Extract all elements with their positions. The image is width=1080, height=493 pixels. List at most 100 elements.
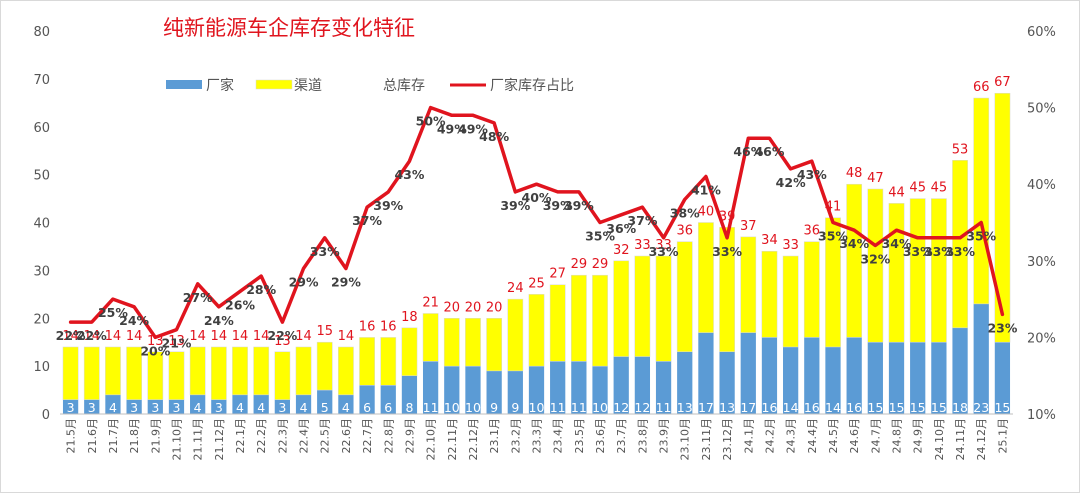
- bar-factory-label: 14: [825, 400, 841, 415]
- bar-factory: [655, 361, 672, 414]
- bar-channel: [422, 313, 439, 362]
- ratio-label: 39%: [373, 198, 403, 213]
- ratio-label: 22%: [56, 328, 86, 343]
- bar-factory: [62, 399, 79, 414]
- x-tick-label: 23.4月: [552, 418, 565, 454]
- bar-factory-label: 12: [613, 400, 629, 415]
- ratio-label: 32%: [860, 251, 890, 266]
- bar-factory: [677, 351, 693, 414]
- ratio-label: 48%: [479, 129, 509, 144]
- bar-factory-label: 10: [465, 400, 481, 415]
- bar-channel: [528, 294, 545, 367]
- y-right-axis: 10% 20% 30% 40% 50% 60%: [1027, 25, 1056, 423]
- bar-channel: [909, 198, 926, 343]
- ratio-label: 25%: [98, 305, 128, 320]
- total-label: 33: [782, 238, 799, 253]
- x-tick-label: 21.12月: [213, 418, 226, 461]
- x-tick-label: 22.5月: [319, 418, 332, 454]
- total-label: 13: [274, 334, 291, 349]
- y-left-tick-label: 70: [33, 73, 50, 88]
- ratio-label: 35%: [966, 229, 996, 244]
- ratio-label: 33%: [903, 244, 933, 259]
- bar-factory-label: 9: [490, 400, 498, 415]
- x-tick-label: 24.7月: [869, 418, 882, 454]
- total-label: 13: [168, 334, 185, 349]
- ratio-label: 22%: [77, 328, 107, 343]
- ratio-label: 35%: [818, 229, 848, 244]
- bar-factory-label: 4: [342, 400, 350, 415]
- total-label: 16: [380, 319, 397, 334]
- total-label: 33: [655, 238, 672, 253]
- bar-factory-label: 15: [867, 400, 883, 415]
- x-tick-label: 22.12月: [467, 418, 480, 461]
- ratio-label: 43%: [394, 167, 424, 182]
- total-label: 37: [740, 219, 757, 234]
- bar-factory: [84, 399, 100, 414]
- bar-factory: [973, 303, 989, 414]
- chart-title: 纯新能源车企库存变化特征: [163, 16, 415, 40]
- x-tick-label: 24.10月: [933, 418, 946, 461]
- ratio-label: 29%: [331, 274, 361, 289]
- bar-factory-label: 13: [719, 400, 735, 415]
- total-label: 66: [973, 80, 990, 95]
- bar-factory-label: 18: [952, 400, 968, 415]
- bar-channel: [698, 222, 714, 333]
- x-tick-label: 23.9月: [658, 418, 671, 454]
- y-left-tick-label: 0: [42, 408, 50, 423]
- ratio-label: 38%: [670, 206, 700, 221]
- y-left-tick-label: 10: [33, 360, 50, 375]
- x-tick-label: 21.9月: [149, 418, 162, 454]
- bar-factory: [295, 394, 312, 414]
- total-label: 21: [422, 295, 439, 310]
- ratio-label: 42%: [776, 175, 806, 190]
- bar-channel: [676, 241, 693, 353]
- ratio-label: 21%: [162, 336, 192, 351]
- bar-factory: [211, 399, 227, 414]
- bar-factory-label: 10: [529, 400, 545, 415]
- bar-factory-label: 4: [300, 400, 308, 415]
- x-tick-label: 22.11月: [446, 418, 459, 461]
- y-left-tick-label: 50: [33, 169, 50, 184]
- bar-factory: [126, 399, 142, 414]
- bar-factory-label: 15: [889, 400, 905, 415]
- y-right-tick-label: 60%: [1027, 25, 1056, 40]
- bar-factory: [550, 361, 566, 414]
- bar-channel: [994, 92, 1011, 343]
- ratio-label: 40%: [522, 190, 552, 205]
- total-label: 20: [486, 300, 503, 315]
- bar-factory-label: 4: [109, 400, 117, 415]
- total-label: 36: [804, 224, 821, 239]
- bar-factory: [634, 356, 651, 414]
- ratio-label: 39%: [564, 198, 594, 213]
- x-tick-label: 24.3月: [785, 418, 798, 454]
- bar-factory: [359, 385, 375, 414]
- y-right-tick-label: 40%: [1027, 178, 1056, 193]
- bar-channel: [465, 318, 481, 367]
- bar-factory: [528, 366, 545, 414]
- total-label: 47: [867, 171, 884, 186]
- x-tick-label: 24.9月: [912, 418, 925, 454]
- x-tick-label: 22.4月: [298, 418, 311, 454]
- ratio-label: 39%: [500, 198, 530, 213]
- bar-factory: [380, 385, 396, 414]
- bar-factory: [105, 394, 121, 414]
- bar-channel: [295, 346, 312, 396]
- y-left-tick-label: 60: [33, 121, 50, 136]
- x-tick-label: 22.7月: [361, 418, 374, 454]
- bar-factory: [465, 366, 481, 414]
- bar-channel: [401, 327, 418, 376]
- bar-factory-label: 17: [740, 400, 756, 415]
- x-tick-label: 21.5月: [65, 418, 78, 454]
- ratio-line: [68, 105, 1005, 340]
- y-left-tick-label: 30: [33, 264, 50, 279]
- legend-label-factory: 厂家: [206, 77, 234, 94]
- bar-factory-label: 6: [384, 400, 392, 415]
- ratio-label: 35%: [585, 229, 615, 244]
- bar-factory-label: 5: [321, 400, 329, 415]
- ratio-label: 49%: [437, 121, 467, 136]
- total-label: 14: [211, 329, 228, 344]
- x-tick-label: 24.2月: [763, 418, 776, 454]
- bar-factory-label: 8: [405, 400, 413, 415]
- bar-channel: [126, 346, 142, 400]
- bar-channel: [952, 160, 968, 329]
